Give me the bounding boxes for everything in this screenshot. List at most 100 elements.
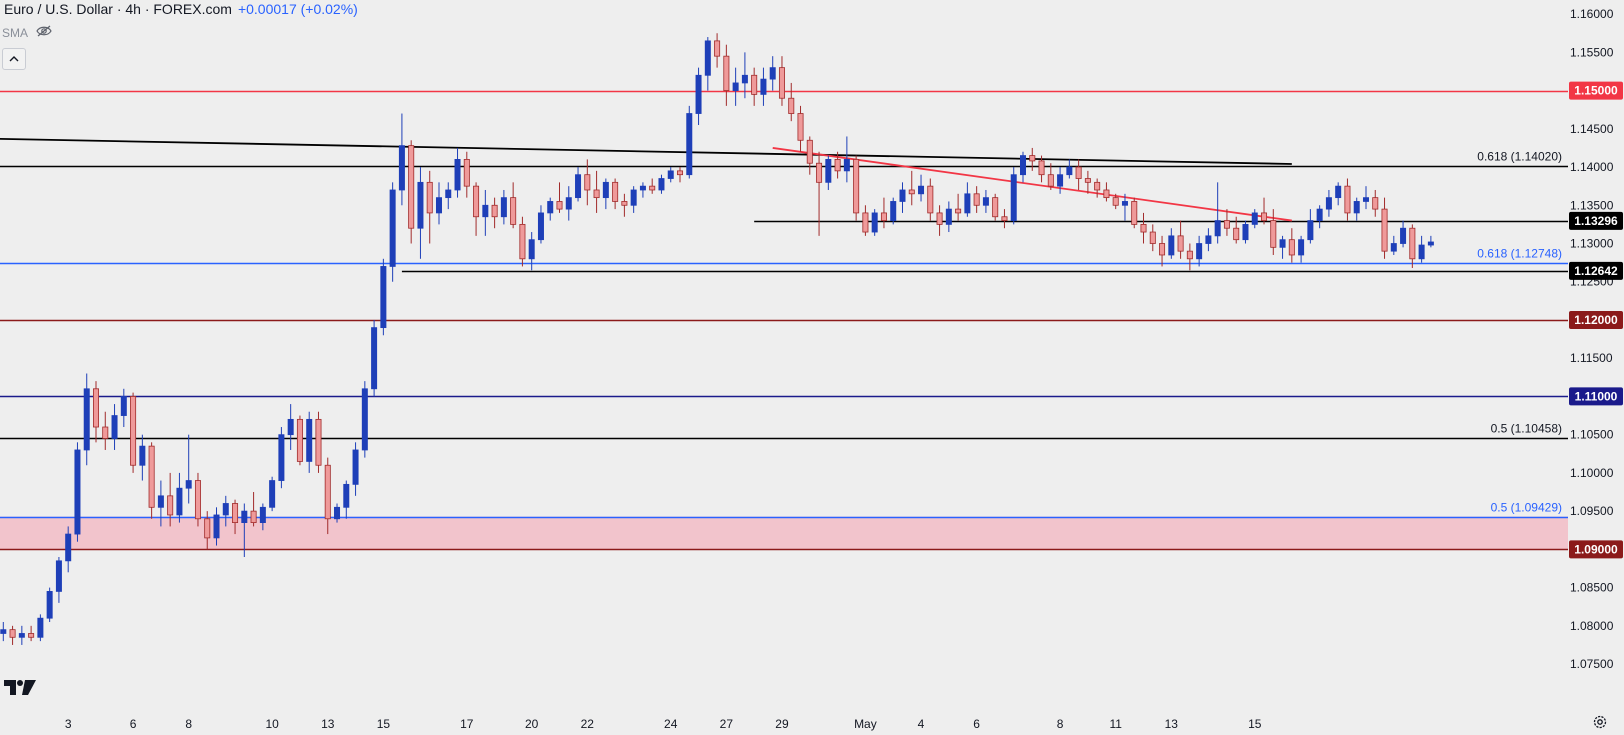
candle-body[interactable] [853,158,860,214]
candle-body[interactable] [74,449,81,535]
candle-body[interactable] [964,193,971,214]
candle-body[interactable] [287,418,294,436]
candle-body[interactable] [1279,239,1286,248]
candle-body[interactable] [380,266,387,329]
candle-body[interactable] [862,212,869,233]
candle-body[interactable] [500,197,507,218]
candle-body[interactable] [0,629,7,634]
candle-body[interactable] [834,158,841,172]
candle-body[interactable] [435,197,442,214]
candle-body[interactable] [816,162,823,183]
candle-body[interactable] [602,181,609,199]
candle-body[interactable] [9,629,16,638]
candle-body[interactable] [1362,197,1369,202]
candle-body[interactable] [1084,178,1091,183]
candle-body[interactable] [1418,244,1425,260]
candle-body[interactable] [1112,197,1119,206]
candle-body[interactable] [593,189,600,199]
candle-body[interactable] [278,434,285,481]
candle-body[interactable] [259,506,266,524]
candle-body[interactable] [1001,216,1008,221]
symbol-legend[interactable]: Euro / U.S. Dollar · 4h · FOREX.com +0.00… [4,1,358,17]
candle-body[interactable] [806,139,813,164]
candle-body[interactable] [185,480,192,489]
indicator-row[interactable]: SMA [2,25,52,40]
candle-body[interactable] [936,212,943,225]
candle-body[interactable] [1196,243,1203,260]
candle-body[interactable] [1307,220,1314,241]
candle-body[interactable] [751,74,758,95]
candle-body[interactable] [612,181,619,202]
candle-body[interactable] [1186,250,1193,260]
candle-body[interactable] [778,67,785,99]
candle-body[interactable] [167,495,174,516]
candle-body[interactable] [426,181,433,214]
candle-body[interactable] [130,396,137,466]
candle-body[interactable] [760,78,767,95]
candle-body[interactable] [556,201,563,210]
candle-body[interactable] [46,591,53,619]
candle-body[interactable] [899,189,906,202]
collapse-legend-button[interactable] [2,48,26,70]
candle-body[interactable] [482,204,489,218]
candle-body[interactable] [825,158,832,183]
candle-body[interactable] [843,158,850,172]
settings-gear-icon[interactable] [1592,714,1608,735]
candle-body[interactable] [741,74,748,84]
candle-body[interactable] [1103,189,1110,199]
candle-body[interactable] [1177,235,1184,252]
candle-body[interactable] [324,464,331,520]
candle-body[interactable] [992,197,999,218]
candle-body[interactable] [204,518,211,539]
candle-body[interactable] [1325,197,1332,210]
candle-body[interactable] [1261,212,1268,221]
candle-body[interactable] [417,181,424,229]
candle-body[interactable] [389,189,396,267]
candle-body[interactable] [575,174,582,199]
candle-body[interactable] [871,212,878,233]
candle-body[interactable] [537,212,544,241]
candle-body[interactable] [927,185,934,214]
candle-body[interactable] [788,97,795,114]
candle-body[interactable] [250,510,257,524]
tradingview-logo-icon[interactable] [4,678,36,701]
candle-body[interactable] [1251,212,1258,225]
candle-body[interactable] [1094,181,1101,191]
candle-body[interactable] [1270,220,1277,248]
candle-body[interactable] [1288,239,1295,256]
candle-body[interactable] [1409,227,1416,260]
candle-body[interactable] [1121,201,1128,206]
candle-body[interactable] [686,113,693,176]
candle-body[interactable] [1057,174,1064,187]
candle-body[interactable] [649,185,656,191]
candle-body[interactable] [28,633,35,638]
candle-body[interactable] [222,503,229,516]
candle-body[interactable] [306,418,313,462]
candle-body[interactable] [1400,227,1407,244]
candle-body[interactable] [1242,223,1249,241]
candle-body[interactable] [445,189,452,199]
candle-body[interactable] [491,204,498,218]
candle-body[interactable] [982,197,989,206]
candle-body[interactable] [371,327,378,390]
candle-body[interactable] [55,560,62,592]
candle-body[interactable] [1335,185,1342,199]
candle-body[interactable] [241,510,248,524]
trendline[interactable] [0,137,1292,165]
candle-body[interactable] [37,617,44,638]
candle-body[interactable] [658,178,665,191]
candle-body[interactable] [519,223,526,260]
candle-body[interactable] [454,158,461,191]
candle-body[interactable] [1066,166,1073,176]
eye-off-icon[interactable] [36,25,52,40]
candle-body[interactable] [1168,235,1175,256]
candle-body[interactable] [213,514,220,539]
candle-body[interactable] [1029,155,1036,162]
candle-body[interactable] [111,415,118,439]
candle-body[interactable] [473,185,480,218]
candle-body[interactable] [269,480,276,508]
candle-body[interactable] [120,396,127,416]
candle-body[interactable] [797,113,804,141]
